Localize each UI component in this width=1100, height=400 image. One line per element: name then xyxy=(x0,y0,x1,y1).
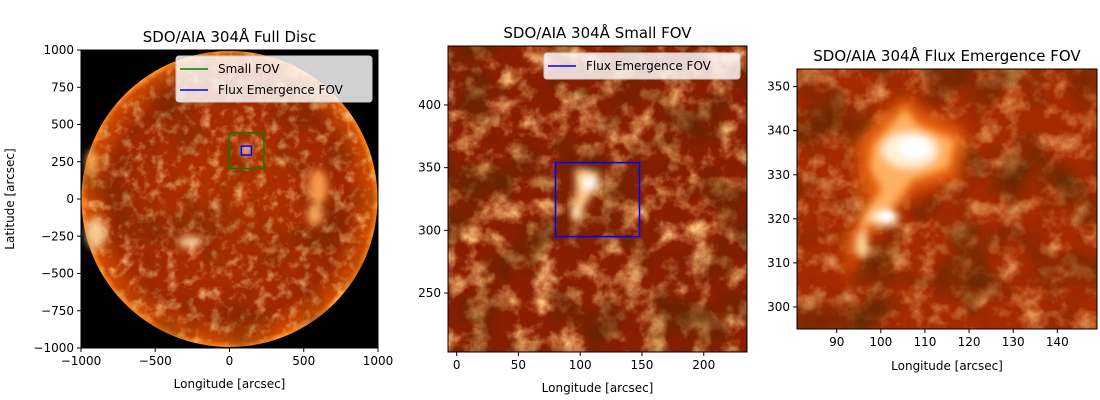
x-tick-label: 500 xyxy=(292,354,315,368)
x-tick-label: 120 xyxy=(958,335,981,349)
y-tick-label: 250 xyxy=(51,155,74,169)
x-tick-label: 100 xyxy=(869,335,892,349)
full-disc-title: SDO/AIA 304Å Full Disc xyxy=(143,27,317,46)
x-tick-label: 200 xyxy=(692,358,715,372)
legend-entry: Flux Emergence FOV xyxy=(586,59,712,73)
flux-emergence-fov-box xyxy=(554,161,641,238)
x-tick-label: 110 xyxy=(913,335,936,349)
y-tick-label: 350 xyxy=(767,80,790,94)
full-disc-ticks: −1000 −500 0 500 1000 −1000 −750 −500 −250 0 250 50… xyxy=(33,43,393,368)
y-tick-label: 340 xyxy=(767,124,790,138)
y-tick-label: 1000 xyxy=(43,43,74,57)
full-disc-ylabel: Latitude [arcsec] xyxy=(3,148,17,249)
small-fov-boxes xyxy=(554,161,641,238)
y-tick-label: 250 xyxy=(418,286,441,300)
x-tick-label: −1000 xyxy=(61,354,102,368)
flux-emergence-fov-box xyxy=(240,145,253,156)
x-tick-label: 0 xyxy=(226,354,234,368)
y-tick-label: 320 xyxy=(767,212,790,226)
y-tick-label: −1000 xyxy=(33,341,74,355)
full-disc-legend: Small FOV Flux Emergence FOV xyxy=(175,55,373,103)
flux-emergence-title: SDO/AIA 304Å Flux Emergence FOV xyxy=(813,46,1081,65)
small-fov-legend: Flux Emergence FOV xyxy=(543,52,741,80)
legend-entry: Small FOV xyxy=(218,62,280,76)
y-tick-label: 310 xyxy=(767,256,790,270)
x-tick-label: 0 xyxy=(453,358,461,372)
small-fov-title: SDO/AIA 304Å Small FOV xyxy=(503,23,692,42)
x-tick-label: 1000 xyxy=(363,354,394,368)
flux-emergence-image xyxy=(797,69,1097,329)
small-fov-image xyxy=(448,46,747,352)
y-tick-label: 350 xyxy=(418,161,441,175)
y-tick-label: 300 xyxy=(767,300,790,314)
full-disc-fov-boxes xyxy=(228,131,265,170)
legend-entry: Flux Emergence FOV xyxy=(218,83,344,97)
x-tick-label: 140 xyxy=(1046,335,1069,349)
y-tick-label: 330 xyxy=(767,168,790,182)
y-tick-label: 0 xyxy=(66,192,74,206)
flux-emergence-xlabel: Longitude [arcsec] xyxy=(891,359,1003,373)
y-tick-label: 400 xyxy=(418,98,441,112)
y-tick-label: 300 xyxy=(418,223,441,237)
flux-emergence-panel: SDO/AIA 304Å Flux Emergence FOV 90 100 110… xyxy=(767,46,1098,373)
x-tick-label: 100 xyxy=(569,358,592,372)
small-fov-box xyxy=(228,131,265,170)
y-tick-label: −250 xyxy=(41,229,74,243)
x-tick-label: 150 xyxy=(631,358,654,372)
x-tick-label: 90 xyxy=(829,335,844,349)
y-tick-label: −500 xyxy=(41,267,74,281)
small-fov-xlabel: Longitude [arcsec] xyxy=(542,381,654,395)
x-tick-label: 50 xyxy=(511,358,526,372)
x-tick-label: −500 xyxy=(139,354,172,368)
y-tick-label: 500 xyxy=(51,118,74,132)
x-tick-label: 130 xyxy=(1002,335,1025,349)
full-disc-panel: SDO/AIA 304Å Full Disc −1000 −500 0 500 1000… xyxy=(3,27,393,391)
small-fov-ticks: 0 50 100 150 200 250 300 350 400 xyxy=(418,98,715,372)
y-tick-label: 750 xyxy=(51,80,74,94)
full-disc-xlabel: Longitude [arcsec] xyxy=(174,377,286,391)
flux-emergence-ticks: 90 100 110 120 130 140 300 310 320 330 340 350 xyxy=(767,80,1069,349)
small-fov-panel: SDO/AIA 304Å Small FOV 0 50 100 150 200 250 30… xyxy=(418,23,748,395)
y-tick-label: −750 xyxy=(41,304,74,318)
